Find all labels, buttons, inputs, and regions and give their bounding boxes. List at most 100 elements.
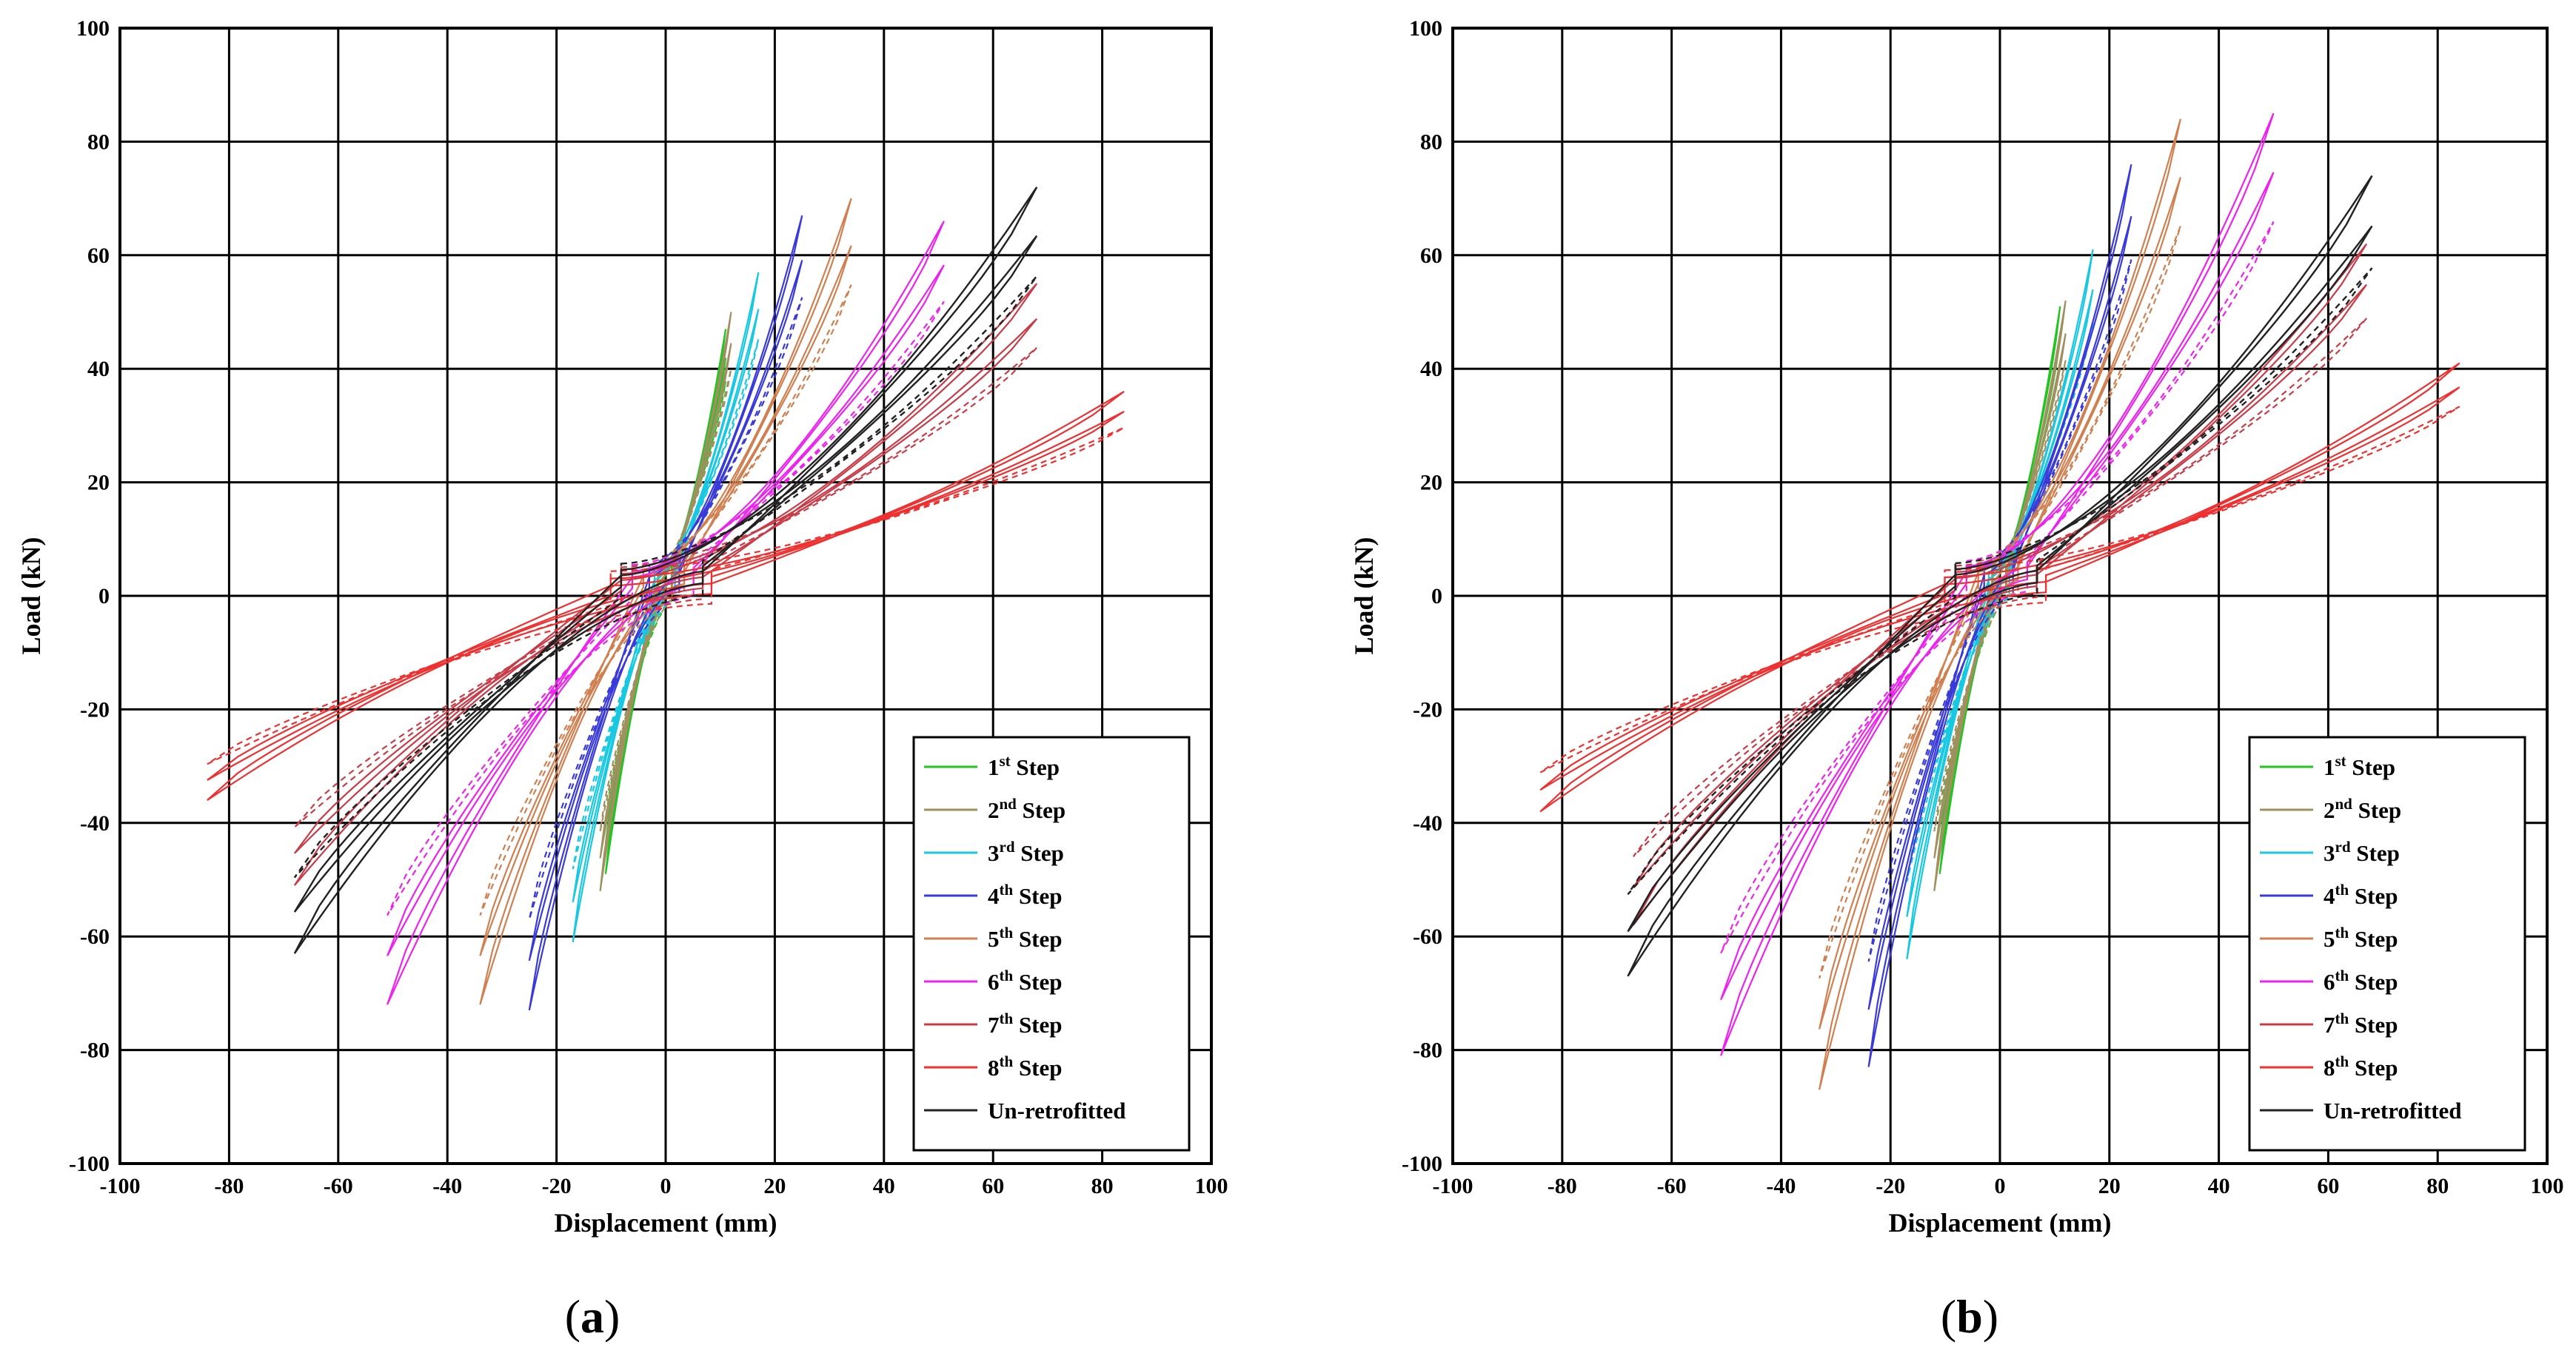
x-tick-label: 0 (1995, 1174, 2006, 1198)
y-tick-label: -80 (1413, 1038, 1442, 1063)
series-5th-step (479, 198, 852, 1005)
y-tick-label: -60 (1413, 924, 1442, 949)
chart-panel-a: -100 -80 -60 -40 -20 0 20 40 60 80 100 -100 -80 -60 -4… (16, 16, 1228, 1343)
x-tick-label: -40 (1766, 1174, 1796, 1198)
legend-entry: 7th Step (2324, 1010, 2398, 1038)
x-tick-label: -20 (1876, 1174, 1905, 1198)
series-5th-step (1819, 118, 2181, 1090)
x-tick-label: 20 (2098, 1174, 2121, 1198)
y-tick-label: 40 (1420, 357, 1442, 381)
hysteresis-loop (479, 284, 852, 916)
y-tick-label: -100 (69, 1152, 110, 1176)
y-tick-label: -60 (80, 924, 110, 949)
y-tick-label: 0 (1431, 584, 1442, 608)
legend-entry: 3rd Step (988, 838, 1064, 866)
y-tick-label: 100 (1409, 16, 1442, 41)
legend-entry: 4th Step (988, 881, 1063, 909)
legend-entry: 8th Step (988, 1053, 1063, 1081)
legend-entry: 1st Step (2324, 752, 2395, 780)
y-tick-label: -100 (1402, 1152, 1442, 1176)
hysteresis-loop (293, 318, 1038, 854)
series-un-retrofitted (293, 187, 1038, 954)
x-tick-label: 80 (2426, 1174, 2449, 1198)
y-tick-label: 20 (87, 471, 110, 495)
x-tick-label: 60 (2317, 1174, 2339, 1198)
legend-entry: 2nd Step (2324, 795, 2401, 823)
hysteresis-loop (1627, 267, 2373, 896)
legend-entry: 2nd Step (988, 795, 1065, 823)
x-tick-label: -80 (1548, 1174, 1577, 1198)
x-tick-label: 0 (660, 1174, 672, 1198)
legend-entry: 6th Step (988, 967, 1063, 995)
x-tick-label: 40 (873, 1174, 895, 1198)
legend-entry: 7th Step (988, 1010, 1063, 1038)
x-tick-label: -20 (542, 1174, 572, 1198)
hysteresis-loop (1819, 225, 2181, 979)
hysteresis-loop (1633, 318, 2367, 857)
y-tick-label: 100 (76, 16, 110, 41)
x-tick-label: 80 (1091, 1174, 1114, 1198)
series-8th-step (1539, 362, 2460, 813)
y-tick-label: -80 (80, 1038, 110, 1063)
x-tick-label: -100 (1433, 1174, 1473, 1198)
x-axis-label: Displacement (mm) (1889, 1208, 2112, 1238)
hysteresis-loop (1720, 172, 2275, 1001)
legend-entry: 5th Step (988, 924, 1063, 952)
plot-frame (118, 27, 1213, 1165)
y-tick-label: 20 (1420, 471, 1442, 495)
panel-label: (b) (1941, 1290, 1998, 1343)
legend: 1st Step 2nd Step 3rd Step 4th Step 5th Step… (912, 736, 1191, 1152)
hysteresis-curves (1539, 113, 2460, 1090)
x-tick-label: 60 (982, 1174, 1004, 1198)
y-tick-label: 0 (98, 584, 110, 608)
x-tick-label: 100 (2531, 1174, 2564, 1198)
hysteresis-loop (293, 346, 1037, 828)
y-tick-label: -40 (1413, 811, 1442, 836)
y-axis-label: Load (kN) (1349, 537, 1379, 654)
y-tick-label: 60 (1420, 244, 1442, 268)
x-tick-label: -60 (1657, 1174, 1687, 1198)
x-tick-label: -40 (432, 1174, 462, 1198)
y-tick-label: 80 (87, 130, 110, 154)
y-tick-label: -20 (80, 697, 110, 722)
hysteresis-loop (207, 426, 1125, 765)
legend-entry: 8th Step (2324, 1053, 2398, 1081)
x-tick-label: -100 (100, 1174, 141, 1198)
legend-entry: 3rd Step (2324, 838, 2400, 866)
panel-label: (a) (565, 1290, 620, 1343)
hysteresis-loop (1867, 259, 2132, 962)
x-tick-label: 100 (1195, 1174, 1228, 1198)
series-8th-step (207, 390, 1125, 802)
legend-entry: Un-retrofitted (988, 1098, 1126, 1124)
hysteresis-loop (1933, 360, 2067, 832)
hysteresis-loop (1539, 406, 2460, 773)
plot-frame (1451, 27, 2549, 1165)
series-un-retrofitted (1627, 175, 2373, 977)
legend: 1st Step 2nd Step 3rd Step 4th Step 5th Step… (2248, 736, 2526, 1152)
x-axis-label: Displacement (mm) (555, 1208, 777, 1238)
legend-box (912, 736, 1191, 1152)
y-tick-label: -40 (80, 811, 110, 836)
y-tick-label: 80 (1420, 130, 1442, 154)
legend-box (2248, 736, 2526, 1152)
hysteresis-loop (1720, 221, 2275, 954)
hysteresis-curves (207, 187, 1125, 1011)
hysteresis-loop (479, 245, 852, 956)
legend-entry: 1st Step (988, 752, 1060, 780)
hysteresis-loop (1539, 386, 2460, 791)
x-tick-label: 40 (2208, 1174, 2230, 1198)
hysteresis-loop (293, 275, 1038, 879)
x-tick-label: -60 (324, 1174, 353, 1198)
y-axis-label: Load (kN) (16, 537, 46, 654)
legend-entry: 4th Step (2324, 881, 2398, 909)
y-tick-label: 60 (87, 244, 110, 268)
chart-panel-b: -100 -80 -60 -40 -20 0 20 40 60 80 100 -100 -80 -60 -4… (1349, 16, 2564, 1343)
x-tick-label: 20 (763, 1174, 786, 1198)
hysteresis-loop (387, 301, 945, 916)
legend-entry: Un-retrofitted (2324, 1098, 2462, 1124)
x-tick-label: -80 (214, 1174, 244, 1198)
y-tick-label: -20 (1413, 697, 1442, 722)
legend-entry: 6th Step (2324, 967, 2398, 995)
legend-entry: 5th Step (2324, 924, 2398, 952)
